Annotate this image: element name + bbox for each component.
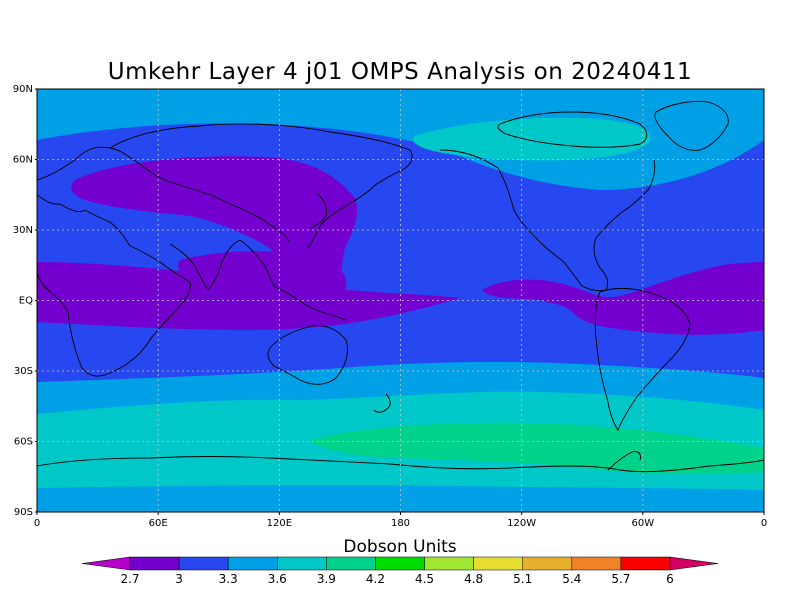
legend-swatch: [571, 556, 622, 571]
coast-new-zealand: [373, 393, 391, 413]
coast-antarctic-peninsula: [607, 451, 641, 471]
legend-label: 3.3: [219, 572, 238, 586]
legend-swatch: [375, 556, 425, 571]
longitude-tick-label: 0: [34, 518, 40, 529]
legend-swatch: [178, 556, 229, 571]
legend-swatch: [326, 556, 376, 571]
field-band-3-6-to-3-9-north: [413, 117, 651, 161]
legend-units-label: Dobson Units: [343, 537, 456, 557]
legend-label: 5.7: [611, 572, 630, 586]
legend-label: 4.5: [415, 572, 434, 586]
coast-europe: [37, 146, 291, 243]
latitude-tick-label: 60S: [14, 437, 33, 448]
longitude-tick-label: 120W: [507, 518, 536, 529]
longitude-tick-label: 180: [391, 518, 410, 529]
latitude-labels: 90N 60N 30N EQ 30S 60S 90S: [13, 84, 37, 518]
legend-swatch: [620, 556, 671, 571]
legend-swatch: [522, 556, 573, 571]
legend-label: 3.6: [268, 572, 287, 586]
coast-greenland: [654, 101, 729, 151]
field-band-2-7-to-3-0-eurasia: [71, 156, 358, 282]
field-band-3-3-to-3-6-polar-south: [37, 485, 764, 512]
coast-japan: [309, 193, 327, 229]
longitude-tick-label: 60W: [632, 518, 655, 529]
latitude-tick-label: 30N: [13, 225, 33, 236]
legend-label: 3.9: [317, 572, 336, 586]
coast-australia: [267, 325, 348, 385]
legend-label: 5.4: [562, 572, 581, 586]
legend-swatch: [227, 556, 278, 571]
legend-label: 3: [175, 572, 183, 586]
coast-north-america: [439, 149, 656, 292]
coast-antarctica: [37, 456, 764, 473]
color-legend: 2.7 3 3.3 3.6 3.9 4.2 4.5 4.8 5.1 5.4 5.7 6: [81, 556, 719, 586]
latitude-tick-label: 60N: [13, 155, 33, 166]
latitude-tick-label: 90N: [13, 84, 33, 95]
map-gridlines: [37, 89, 764, 512]
coast-asia: [109, 123, 413, 249]
longitude-tick-label: 120E: [267, 518, 292, 529]
field-band-3-0-to-3-3-pacific: [459, 294, 580, 322]
coast-arctic-islands: [497, 111, 648, 148]
legend-label: 4.2: [366, 572, 385, 586]
legend-swatch: [473, 556, 523, 571]
longitude-labels: 0 60E 120E 180 120W 60W 0: [34, 512, 767, 529]
legend-label: 4.8: [464, 572, 483, 586]
coast-africa: [37, 194, 191, 377]
coastlines: [37, 101, 764, 473]
legend-label: 2.7: [120, 572, 139, 586]
longitude-tick-label: 60E: [149, 518, 168, 529]
coast-india: [169, 239, 241, 291]
legend-label: 5.1: [513, 572, 532, 586]
latitude-tick-label: 90S: [14, 507, 33, 518]
legend-swatch: [277, 556, 327, 571]
coast-south-america: [594, 287, 691, 431]
field-band-2-7-to-3-0-americas: [482, 262, 764, 335]
latitude-tick-label: 30S: [14, 366, 33, 377]
field-band-3-3-to-3-6-south: [37, 361, 764, 414]
coast-southeast-asia: [239, 239, 347, 321]
legend-swatch: [129, 556, 180, 571]
latitude-tick-label: EQ: [19, 296, 33, 307]
field-band-2-7-to-3-0-maritime: [178, 251, 347, 304]
map-title: Umkehr Layer 4 j01 OMPS Analysis on 2024…: [108, 59, 692, 85]
legend-swatch: [424, 556, 474, 571]
legend-arrow-high: [669, 556, 719, 571]
legend-label: 6: [666, 572, 674, 586]
longitude-tick-label: 0: [761, 518, 767, 529]
legend-arrow-low: [81, 556, 131, 571]
field-band-3-9-to-4-2-south: [310, 422, 764, 475]
